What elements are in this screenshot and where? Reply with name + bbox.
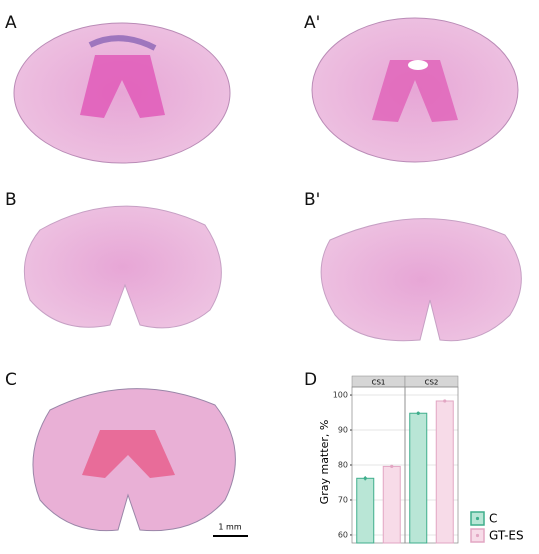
y-tick-label: 90 <box>338 426 348 435</box>
y-axis-title: Gray matter, % <box>318 420 331 505</box>
section-a-prime <box>311 17 519 163</box>
scale-bar-label: 1 mm <box>218 523 241 532</box>
legend-dot <box>475 516 480 521</box>
bar <box>356 477 375 544</box>
y-tick-label: 100 <box>333 391 348 400</box>
bar <box>382 465 401 544</box>
panel-label: B' <box>304 190 320 210</box>
section-b <box>23 205 222 329</box>
panel-label: C <box>5 370 17 390</box>
y-tick-label: 60 <box>338 530 348 539</box>
bar <box>435 400 454 544</box>
mean-point <box>363 476 367 480</box>
chart: 60 70 80 90 100 CS1 CS2 C GT-ES <box>333 375 524 544</box>
panel-label: A' <box>304 13 320 33</box>
y-tick-label: 70 <box>338 495 348 504</box>
bar <box>409 412 428 544</box>
y-tick-label: 80 <box>338 461 348 470</box>
panel-label: D <box>304 370 317 390</box>
mean-point <box>443 399 447 403</box>
legend-label: GT-ES <box>489 529 524 543</box>
facet-label: CS1 <box>372 379 386 387</box>
section-a <box>13 22 231 164</box>
section-c <box>32 388 248 537</box>
mean-point <box>416 411 420 415</box>
mean-point <box>390 464 394 468</box>
section-b-prime <box>320 218 522 342</box>
panel-label: A <box>5 13 17 33</box>
legend-label: C <box>489 512 497 526</box>
facet-label: CS2 <box>425 379 439 387</box>
panel-label: B <box>5 190 17 210</box>
facet-border <box>404 386 459 544</box>
legend-dot <box>475 533 480 538</box>
